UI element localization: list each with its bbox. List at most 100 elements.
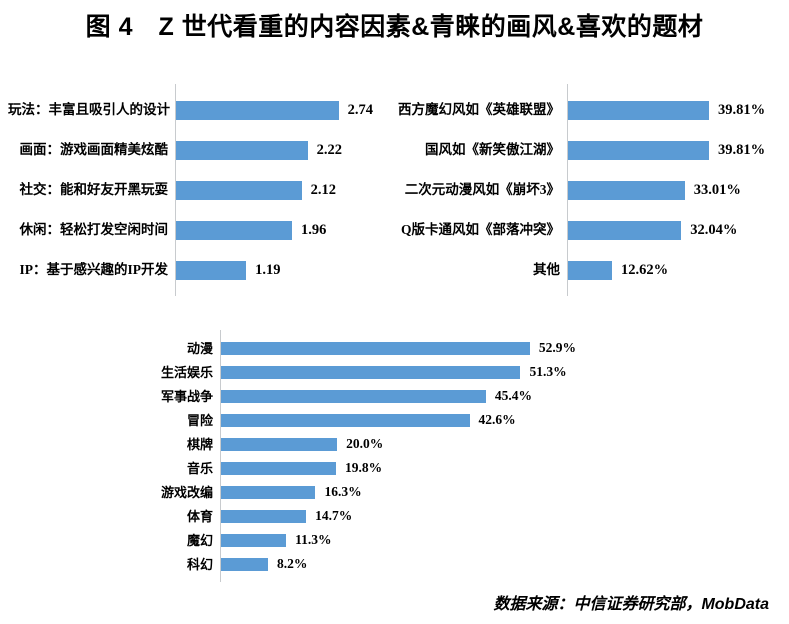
value-label: 14.7% — [315, 508, 353, 524]
value-label: 39.81% — [717, 141, 766, 158]
category-label: 玩法：丰富且吸引人的设计 — [8, 102, 170, 118]
category-label: 休闲：轻松打发空闲时间 — [19, 222, 169, 238]
value-label: 1.19 — [255, 261, 281, 278]
bar-row: 动漫 52.9% — [105, 336, 630, 360]
bar — [567, 260, 612, 280]
category-label: 科幻 — [186, 556, 213, 572]
bar — [220, 341, 530, 355]
value-label: 19.8% — [344, 460, 383, 476]
bar-zone: 1.96 — [175, 220, 390, 240]
y-axis-line — [220, 330, 221, 582]
value-label: 51.3% — [529, 364, 567, 380]
chart-art-styles: 西方魔幻风如《英雄联盟》 39.81% 国风如《新笑傲江湖》 39.81% 二次… — [390, 84, 781, 296]
bar-zone: 51.3% — [220, 365, 630, 379]
chart-rows: 动漫 52.9% 生活娱乐 51.3% 军事战争 45.4% 冒险 42.6% … — [105, 336, 630, 576]
value-label: 2.22 — [316, 141, 342, 158]
bar-zone: 11.3% — [220, 533, 630, 547]
bar — [220, 509, 307, 523]
bar-zone: 42.6% — [220, 413, 630, 427]
bar-row: 魔幻 11.3% — [105, 528, 630, 552]
bar-row: 休闲：轻松打发空闲时间 1.96 — [8, 210, 390, 250]
bar-row: 国风如《新笑傲江湖》 39.81% — [390, 130, 781, 170]
bar — [175, 260, 247, 280]
bar-zone: 39.81% — [567, 140, 781, 160]
category-label: 魔幻 — [186, 532, 213, 548]
category-label: 棋牌 — [186, 436, 213, 452]
value-label: 33.01% — [693, 181, 741, 198]
bar-zone: 19.8% — [220, 461, 630, 475]
bar-row: 科幻 8.2% — [105, 552, 630, 576]
bar — [220, 461, 336, 475]
bar-row: 西方魔幻风如《英雄联盟》 39.81% — [390, 90, 781, 130]
bar-row: 棋牌 20.0% — [105, 432, 630, 456]
bar-row: 二次元动漫风如《崩坏3》 33.01% — [390, 170, 781, 210]
bar — [175, 220, 293, 240]
bar-zone: 14.7% — [220, 509, 630, 523]
value-label: 20.0% — [346, 436, 384, 452]
category-label: 画面：游戏画面精美炫酷 — [19, 142, 169, 158]
category-label: 其他 — [533, 262, 560, 278]
bar-row: 体育 14.7% — [105, 504, 630, 528]
bar — [220, 437, 338, 451]
bar-zone: 16.3% — [220, 485, 630, 499]
category-label: 生活娱乐 — [160, 364, 213, 380]
value-label: 2.12 — [310, 181, 336, 198]
chart-rows: 西方魔幻风如《英雄联盟》 39.81% 国风如《新笑傲江湖》 39.81% 二次… — [390, 90, 781, 290]
y-axis-line — [175, 84, 176, 296]
bar-row: 画面：游戏画面精美炫酷 2.22 — [8, 130, 390, 170]
bar-row: 玩法：丰富且吸引人的设计 2.74 — [8, 90, 390, 130]
category-label: 西方魔幻风如《英雄联盟》 — [398, 102, 560, 118]
bar — [175, 180, 302, 200]
bar-row: 冒险 42.6% — [105, 408, 630, 432]
category-label: 国风如《新笑傲江湖》 — [425, 142, 560, 158]
value-label: 1.96 — [301, 221, 327, 238]
bar — [175, 140, 308, 160]
data-source-note: 数据来源：中信证券研究部，MobData — [493, 596, 769, 613]
bar — [567, 140, 709, 160]
category-label: 冒险 — [186, 412, 213, 428]
bar-row: 其他 12.62% — [390, 250, 781, 290]
bar-row: IP：基于感兴趣的IP开发 1.19 — [8, 250, 390, 290]
value-label: 16.3% — [324, 484, 362, 500]
value-label: 39.81% — [717, 101, 766, 118]
bar-row: 社交：能和好友开黑玩耍 2.12 — [8, 170, 390, 210]
bar — [567, 220, 682, 240]
value-label: 8.2% — [277, 556, 308, 572]
bar-zone: 8.2% — [220, 557, 630, 571]
category-label: IP：基于感兴趣的IP开发 — [19, 262, 169, 278]
bar-zone: 1.19 — [175, 260, 390, 280]
chart-content-factors: 玩法：丰富且吸引人的设计 2.74 画面：游戏画面精美炫酷 2.22 社交：能和… — [8, 84, 390, 296]
bar — [220, 365, 521, 379]
category-label: Q版卡通风如《部落冲突》 — [400, 222, 560, 238]
bar — [220, 485, 316, 499]
bar-row: 生活娱乐 51.3% — [105, 360, 630, 384]
category-label: 二次元动漫风如《崩坏3》 — [404, 182, 560, 198]
value-label: 32.04% — [690, 221, 738, 238]
bar-zone: 12.62% — [567, 260, 781, 280]
bar — [220, 389, 486, 403]
category-label: 军事战争 — [160, 388, 213, 404]
bar-row: 音乐 19.8% — [105, 456, 630, 480]
bar-zone: 32.04% — [567, 220, 781, 240]
value-label: 2.74 — [347, 101, 373, 118]
bar-row: 游戏改编 16.3% — [105, 480, 630, 504]
value-label: 52.9% — [538, 340, 576, 356]
bar — [220, 557, 269, 571]
bar-zone: 33.01% — [567, 180, 781, 200]
value-label: 11.3% — [295, 532, 332, 548]
bar-zone: 2.74 — [175, 100, 390, 120]
bar-zone: 45.4% — [220, 389, 630, 403]
bar-zone: 2.22 — [175, 140, 390, 160]
bar-zone: 20.0% — [220, 437, 630, 451]
chart-themes: 动漫 52.9% 生活娱乐 51.3% 军事战争 45.4% 冒险 42.6% … — [105, 330, 630, 582]
bar-zone: 2.12 — [175, 180, 390, 200]
category-label: 体育 — [186, 508, 213, 524]
bar — [220, 413, 470, 427]
category-label: 社交：能和好友开黑玩耍 — [19, 182, 169, 198]
bar — [175, 100, 339, 120]
bar-zone: 52.9% — [220, 341, 630, 355]
bar — [567, 100, 709, 120]
category-label: 游戏改编 — [160, 484, 213, 500]
figure-title: 图 4 Z 世代看重的内容因素&青睐的画风&喜欢的题材 — [85, 13, 704, 41]
